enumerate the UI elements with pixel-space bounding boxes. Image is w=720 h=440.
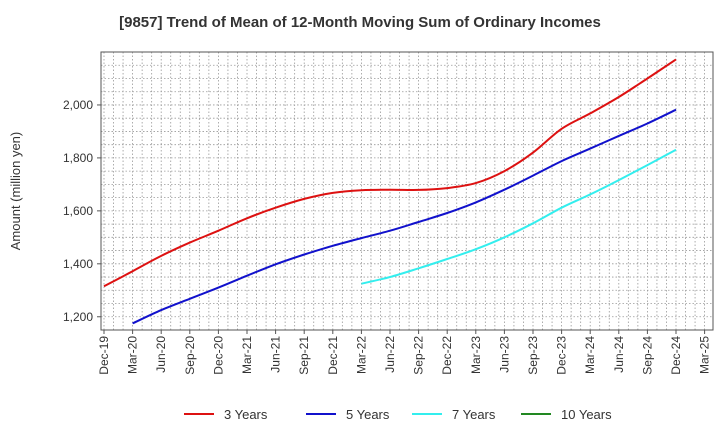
series-line-3-years bbox=[103, 58, 677, 288]
plot-border bbox=[100, 51, 714, 331]
x-tick-label: Dec-21 bbox=[326, 336, 340, 375]
vertical-gridlines bbox=[103, 52, 705, 330]
x-tick-label: Mar-20 bbox=[126, 336, 140, 374]
plot-area bbox=[101, 52, 713, 330]
x-tick-label: Sep-24 bbox=[640, 336, 654, 375]
horizontal-gridlines bbox=[101, 64, 713, 318]
x-tick-label: Mar-25 bbox=[698, 336, 712, 374]
x-tick-label: Dec-22 bbox=[440, 336, 454, 375]
x-tick-label: Mar-23 bbox=[469, 336, 483, 374]
x-tick-label: Sep-21 bbox=[297, 336, 311, 375]
y-axis-ticks: 1,200 1,400 1,600 1,800 2,000 bbox=[63, 98, 101, 324]
series-lines bbox=[103, 58, 677, 325]
x-tick-label: Mar-22 bbox=[354, 336, 368, 374]
y-tick-label: 1,400 bbox=[63, 257, 93, 271]
x-tick-label: Jun-22 bbox=[383, 336, 397, 373]
y-tick-label: 1,800 bbox=[63, 151, 93, 165]
x-tick-label: Sep-22 bbox=[412, 336, 426, 375]
x-axis-ticks: Dec-19 Mar-20 Jun-20 Sep-20 Dec-20 Mar-21 Jun-… bbox=[97, 330, 712, 375]
x-tick-label: Mar-24 bbox=[583, 336, 597, 374]
legend: 3 Years 5 Years 7 Years 10 Years bbox=[184, 407, 612, 422]
x-tick-label: Dec-20 bbox=[211, 336, 225, 375]
x-tick-label: Dec-19 bbox=[97, 336, 111, 375]
series-line-5-years bbox=[132, 108, 677, 325]
x-tick-label: Jun-21 bbox=[269, 336, 283, 373]
y-tick-label: 1,600 bbox=[63, 204, 93, 218]
x-tick-label: Jun-23 bbox=[497, 336, 511, 373]
x-tick-label: Sep-20 bbox=[183, 336, 197, 375]
legend-label-5-years: 5 Years bbox=[346, 407, 390, 422]
x-tick-label: Dec-23 bbox=[555, 336, 569, 375]
legend-label-10-years: 10 Years bbox=[561, 407, 612, 422]
legend-label-7-years: 7 Years bbox=[452, 407, 496, 422]
x-tick-label: Dec-24 bbox=[669, 336, 683, 375]
legend-label-3-years: 3 Years bbox=[224, 407, 268, 422]
x-tick-label: Sep-23 bbox=[526, 336, 540, 375]
x-tick-label: Jun-24 bbox=[612, 336, 626, 373]
series-line-7-years bbox=[361, 148, 677, 285]
y-tick-label: 1,200 bbox=[63, 310, 93, 324]
x-tick-label: Jun-20 bbox=[154, 336, 168, 373]
x-tick-label: Mar-21 bbox=[240, 336, 254, 374]
chart-title: [9857] Trend of Mean of 12-Month Moving … bbox=[119, 14, 601, 31]
y-tick-label: 2,000 bbox=[63, 98, 93, 112]
y-axis-title: Amount (million yen) bbox=[8, 132, 23, 251]
